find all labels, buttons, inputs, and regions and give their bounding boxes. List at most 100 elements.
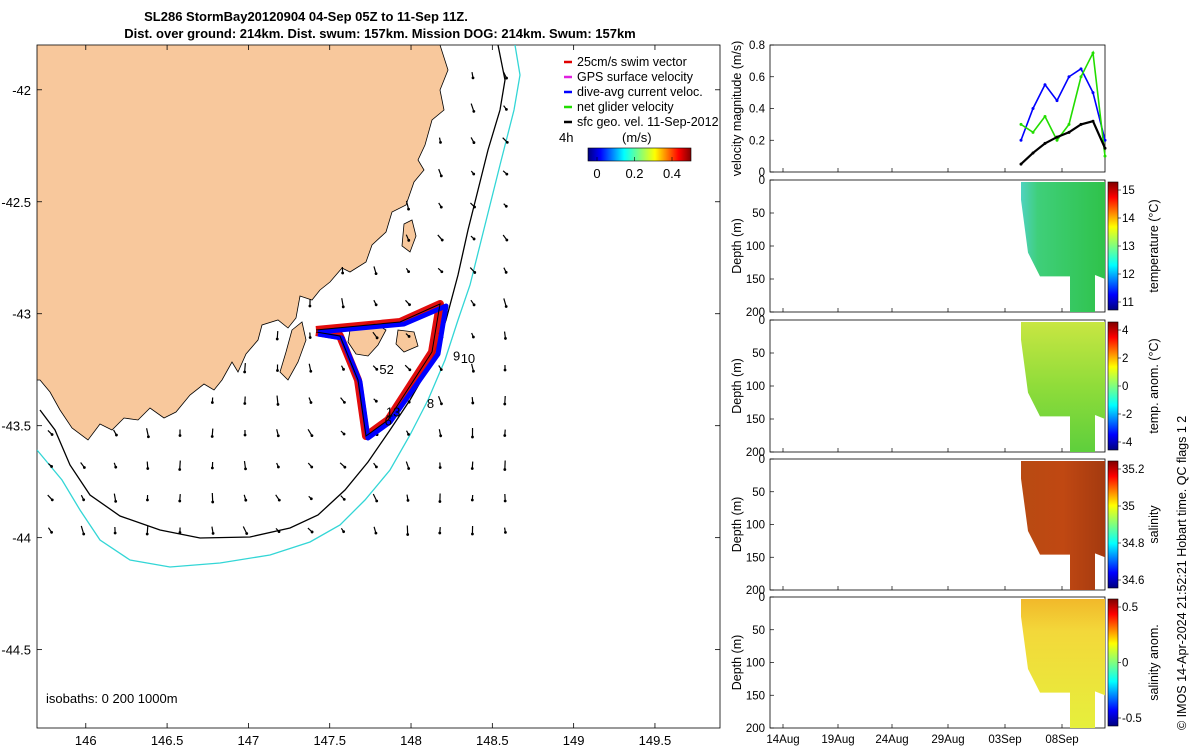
velocity-ylabel: velocity magnitude (m/s) (730, 41, 744, 176)
velocity-arrow-head (342, 530, 346, 534)
isobath-200m (39, 45, 506, 539)
velocity-arrow-head (439, 174, 443, 178)
legend-label: sfc geo. vel. 11-Sep-2012 (577, 115, 719, 129)
velocity-point (1055, 138, 1059, 142)
velocity-arrow (503, 298, 507, 307)
velocity-arrow-head (503, 368, 507, 372)
velocity-arrow (276, 395, 279, 405)
salinity-depth-label: Depth (m) (730, 497, 744, 553)
maria-island (401, 219, 417, 253)
velocity-arrow-head (505, 238, 509, 242)
velocity-point (1031, 107, 1035, 110)
velocity-panel (769, 44, 1106, 173)
cb-tick-label: 35.2 (1122, 464, 1144, 476)
track-label: 8 (427, 396, 434, 411)
date-tick-label: 19Aug (821, 734, 854, 746)
depth-tick-label: 200 (746, 307, 765, 319)
velocity-arrow-head (407, 238, 411, 242)
salinity-label: salinity (1147, 505, 1161, 544)
velocity-arrow-head (472, 110, 476, 113)
velocity-point (1019, 162, 1023, 166)
velocity-arrow (341, 298, 344, 307)
velocity-arrow-head (471, 335, 475, 339)
map-xtick-label: 149 (563, 733, 585, 748)
velocity-arrow-head (374, 465, 378, 469)
velocity-arrow-head (178, 468, 182, 471)
track-labels: 52 9 10 8 136 (379, 349, 475, 429)
velocity-arrow-head (50, 433, 54, 436)
sal-anom-depth-label: Depth (m) (730, 635, 744, 691)
velocity-arrow (80, 525, 85, 535)
salinity-colorbar (1107, 460, 1119, 589)
date-tick-label: 24Aug (875, 734, 908, 746)
track-line (315, 303, 441, 437)
velocity-arrow-head (342, 498, 346, 501)
map-xtick-label: 146 (75, 733, 97, 748)
colorbar-unit: (m/s) (622, 130, 652, 145)
depth-tick-label: 50 (752, 487, 765, 499)
time-series-panels: 0 0.2 0.4 0.6 0.8 velocity magnitude (m/s) 0 50… (730, 40, 1161, 746)
legend-label: net glider velocity (577, 100, 674, 114)
isobath-1000m (37, 45, 521, 568)
forestier-peninsula (395, 329, 419, 353)
depth-tick-label: 200 (746, 723, 765, 735)
velocity-arrow-head (471, 76, 475, 80)
velocity-arrow-head (243, 402, 247, 405)
velocity-arrow-head (178, 434, 182, 437)
velocity-arrow-head (276, 369, 279, 372)
velocity-arrow-head (114, 499, 118, 503)
velocity-arrow-head (472, 303, 476, 307)
bruny-island (279, 321, 307, 381)
velocity-arrow-head (276, 434, 280, 438)
velocity-point (1079, 75, 1083, 79)
temperature-section (1021, 182, 1105, 312)
map-ytick-label: -42.5 (1, 195, 31, 210)
velocity-arrow-head (147, 435, 150, 439)
map-xtick-label: 148.5 (476, 733, 509, 748)
depth-tick-label: 0 (759, 592, 765, 604)
velocity-arrow-head (503, 402, 507, 406)
velocity-arrow-head (407, 432, 410, 436)
velocity-arrow-head (82, 466, 86, 469)
depth-tick-label: 200 (746, 447, 765, 459)
velocity-arrow-head (244, 498, 248, 502)
map-panel: 52 9 10 8 136 146 146.5 147 147.5 148 148.5 149 149… (1, 44, 721, 748)
velocity-arrow-head (472, 172, 476, 176)
velocity-arrow-head (343, 400, 346, 404)
velocity-point (1055, 99, 1059, 103)
velocity-arrow-head (407, 400, 411, 404)
map-xtick-label: 148 (400, 733, 422, 748)
cb-tick-label: 14 (1122, 213, 1135, 225)
velocity-arrow-head (50, 465, 53, 468)
velocity-arrow-head (343, 465, 347, 469)
velocity-arrow-head (375, 336, 379, 340)
sal-anom-colorbar (1107, 598, 1119, 727)
depth-tick-label: 50 (752, 625, 765, 637)
velocity-arrow-head (471, 532, 474, 536)
velocity-arrow-head (438, 466, 442, 469)
velocity-arrow-head (50, 498, 54, 502)
colorbar-tick-label: 0.2 (625, 166, 643, 181)
chart-title-line2: Dist. over ground: 214km. Dist. swum: 15… (124, 26, 636, 41)
velocity-arrow-head (309, 401, 313, 404)
cb-tick-label: 13 (1122, 241, 1135, 253)
sal-anom-section (1021, 599, 1105, 728)
velocity-arrow-head (210, 435, 214, 438)
velocity-arrow-head (470, 467, 474, 470)
track-label: 10 (461, 351, 475, 366)
cb-tick-label: 34.8 (1122, 538, 1144, 550)
velocity-arrow-head (115, 433, 118, 437)
cb-tick-label: 34.6 (1122, 575, 1144, 587)
velocity-arrow-head (342, 432, 346, 436)
track-label: 6 (385, 414, 392, 429)
velocity-arrow-head (82, 532, 86, 536)
date-tick-label: 14Aug (766, 734, 799, 746)
velocity-point (1079, 122, 1083, 126)
cb-tick-label: 15 (1122, 185, 1135, 197)
velocity-point (1043, 141, 1047, 145)
temp_anom-label: temp. anom. (°C) (1147, 338, 1161, 433)
velocity-arrow-head (342, 367, 345, 371)
velocity-arrow-head (244, 467, 247, 471)
velocity-point (1103, 138, 1107, 142)
velocity-point (1055, 135, 1059, 139)
